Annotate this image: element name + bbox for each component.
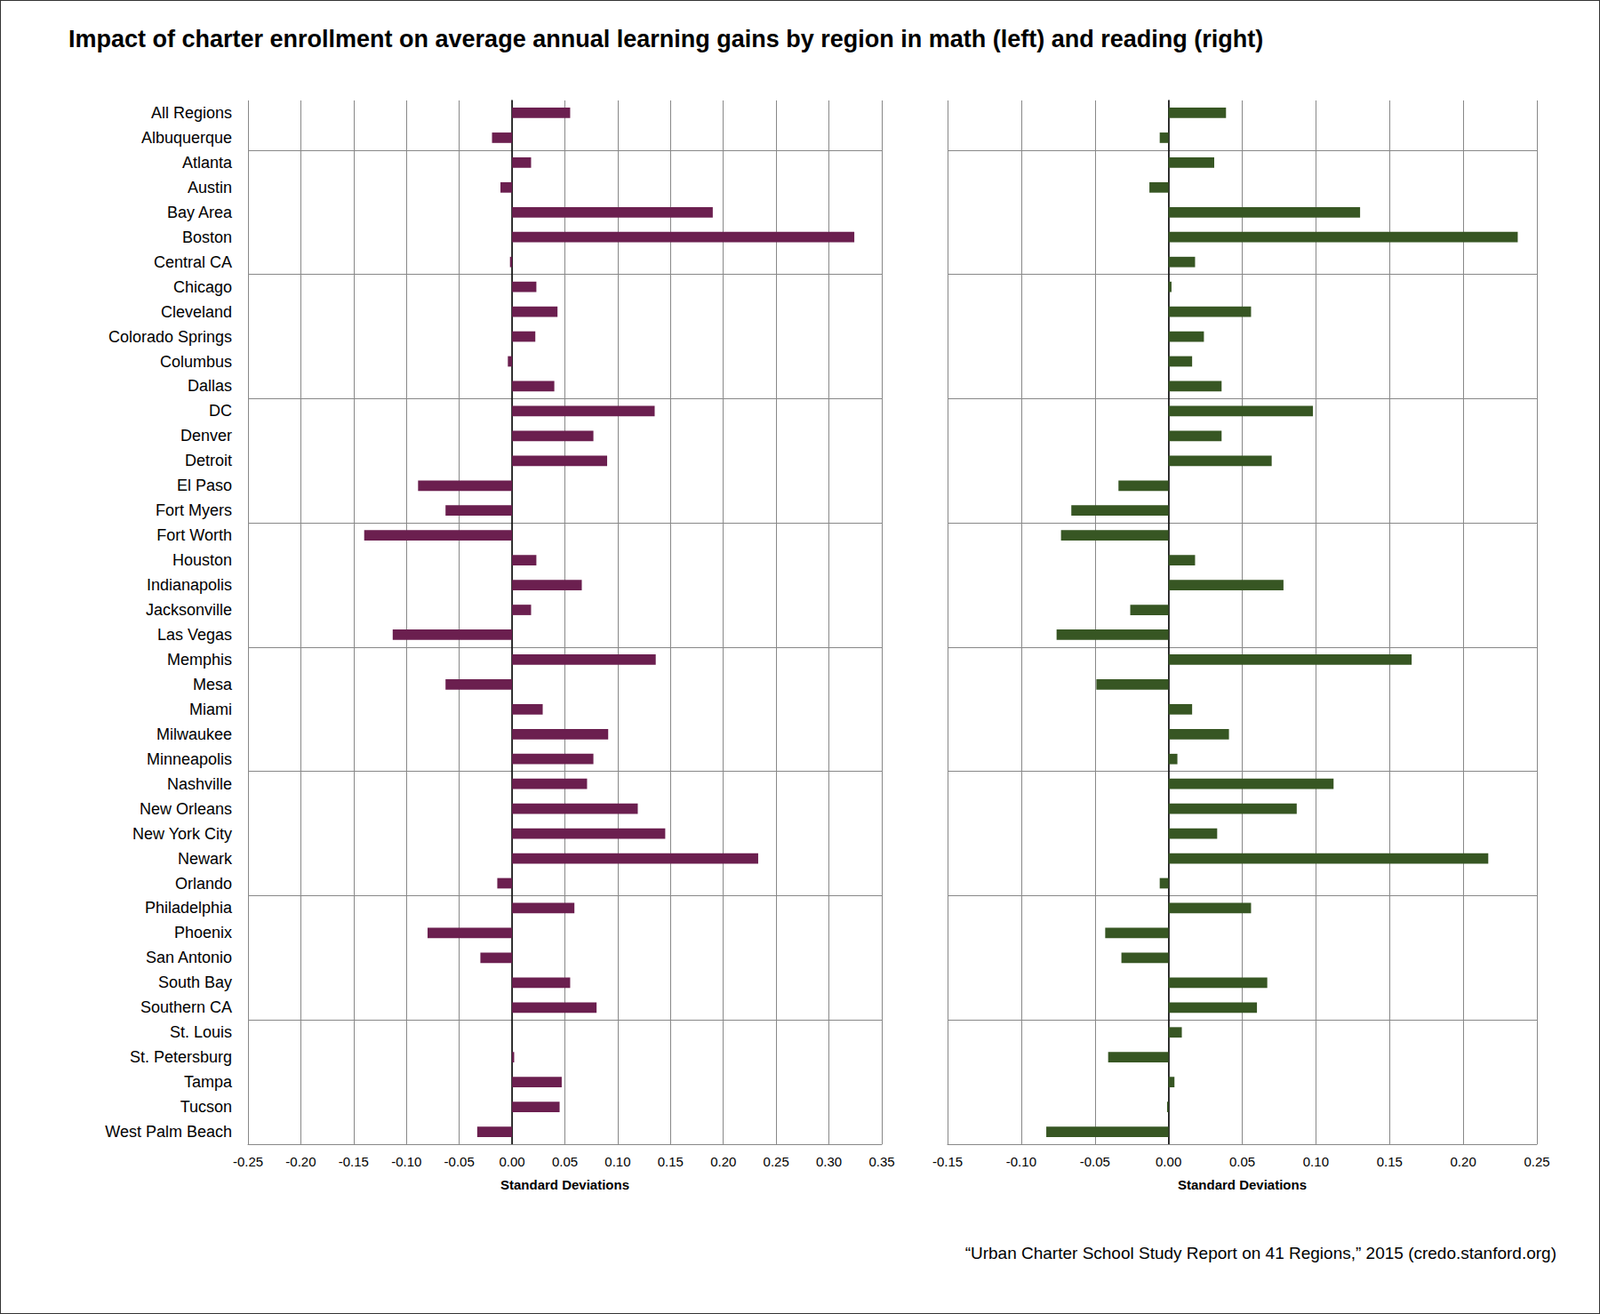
svg-text:0.25: 0.25 <box>763 1153 790 1169</box>
svg-text:0.25: 0.25 <box>1523 1153 1550 1169</box>
svg-text:-0.20: -0.20 <box>285 1153 316 1169</box>
svg-text:-0.15: -0.15 <box>338 1153 369 1169</box>
svg-text:Boston: Boston <box>182 228 232 247</box>
svg-text:New Orleans: New Orleans <box>139 800 232 818</box>
svg-text:Mesa: Mesa <box>192 675 233 694</box>
svg-text:West Palm Beach: West Palm Beach <box>104 1122 232 1141</box>
svg-text:Standard Deviations: Standard Deviations <box>1177 1176 1307 1192</box>
svg-text:Philadelphia: Philadelphia <box>144 898 233 917</box>
svg-text:-0.15: -0.15 <box>932 1153 963 1169</box>
svg-text:-0.25: -0.25 <box>232 1153 264 1169</box>
svg-text:South Bay: South Bay <box>158 973 232 992</box>
svg-text:Fort Myers: Fort Myers <box>155 501 232 520</box>
svg-text:Phoenix: Phoenix <box>174 923 232 942</box>
svg-text:0.10: 0.10 <box>604 1153 631 1169</box>
svg-text:0.05: 0.05 <box>552 1153 578 1169</box>
svg-text:Tucson: Tucson <box>180 1097 232 1116</box>
svg-text:Fort Worth: Fort Worth <box>156 526 232 544</box>
svg-text:0.30: 0.30 <box>816 1153 842 1169</box>
svg-text:El Paso: El Paso <box>176 476 232 495</box>
svg-text:0.05: 0.05 <box>1229 1153 1256 1169</box>
svg-text:Las Vegas: Las Vegas <box>157 625 232 644</box>
svg-text:0.00: 0.00 <box>498 1153 525 1169</box>
html-text:Impact of charter enrollment o: Impact of charter enrollment on average … <box>68 25 1264 53</box>
svg-text:Cleveland: Cleveland <box>160 303 232 321</box>
svg-text:Colorado Springs: Colorado Springs <box>108 328 232 346</box>
svg-text:DC: DC <box>208 401 232 420</box>
svg-text:0.20: 0.20 <box>1450 1153 1477 1169</box>
svg-text:Central CA: Central CA <box>153 253 232 272</box>
svg-text:All Regions: All Regions <box>151 104 232 122</box>
svg-text:Miami: Miami <box>189 700 232 719</box>
svg-text:Orlando: Orlando <box>175 874 232 893</box>
svg-text:Houston: Houston <box>172 551 232 569</box>
svg-text:0.15: 0.15 <box>1376 1153 1403 1169</box>
svg-text:Atlanta: Atlanta <box>182 153 233 172</box>
svg-text:Denver: Denver <box>180 426 232 445</box>
svg-text:Columbus: Columbus <box>160 352 232 371</box>
svg-text:0.20: 0.20 <box>710 1153 736 1169</box>
svg-text:Chicago: Chicago <box>173 278 232 296</box>
svg-text:-0.05: -0.05 <box>444 1153 475 1169</box>
svg-text:St. Louis: St. Louis <box>169 1023 232 1041</box>
svg-text:St. Petersburg: St. Petersburg <box>129 1048 232 1066</box>
svg-text:Albuquerque: Albuquerque <box>141 128 232 147</box>
svg-text:Indianapolis: Indianapolis <box>146 576 232 594</box>
svg-text:New York City: New York City <box>132 824 232 843</box>
svg-text:Newark: Newark <box>177 849 233 868</box>
svg-text:Nashville: Nashville <box>167 775 232 793</box>
svg-text:0.00: 0.00 <box>1155 1153 1182 1169</box>
svg-text:0.15: 0.15 <box>657 1153 684 1169</box>
html-text:“Urban Charter School Study Re: “Urban Charter School Study Report on 41… <box>964 1243 1557 1263</box>
svg-text:Standard Deviations: Standard Deviations <box>500 1176 630 1192</box>
svg-text:Minneapolis: Minneapolis <box>146 750 232 768</box>
svg-text:Dallas: Dallas <box>187 376 232 395</box>
svg-text:Southern CA: Southern CA <box>140 998 232 1016</box>
svg-text:-0.05: -0.05 <box>1080 1153 1111 1169</box>
svg-text:Milwaukee: Milwaukee <box>156 725 232 744</box>
svg-text:-0.10: -0.10 <box>1006 1153 1037 1169</box>
svg-text:Tampa: Tampa <box>184 1072 233 1091</box>
svg-text:-0.10: -0.10 <box>391 1153 422 1169</box>
svg-text:Austin: Austin <box>187 178 232 197</box>
svg-text:San Antonio: San Antonio <box>145 948 232 967</box>
svg-text:Jacksonville: Jacksonville <box>145 600 232 619</box>
svg-text:Detroit: Detroit <box>184 451 232 470</box>
svg-text:Bay Area: Bay Area <box>167 203 233 222</box>
svg-text:0.35: 0.35 <box>868 1153 895 1169</box>
svg-text:Memphis: Memphis <box>167 650 232 669</box>
svg-text:0.10: 0.10 <box>1303 1153 1329 1169</box>
